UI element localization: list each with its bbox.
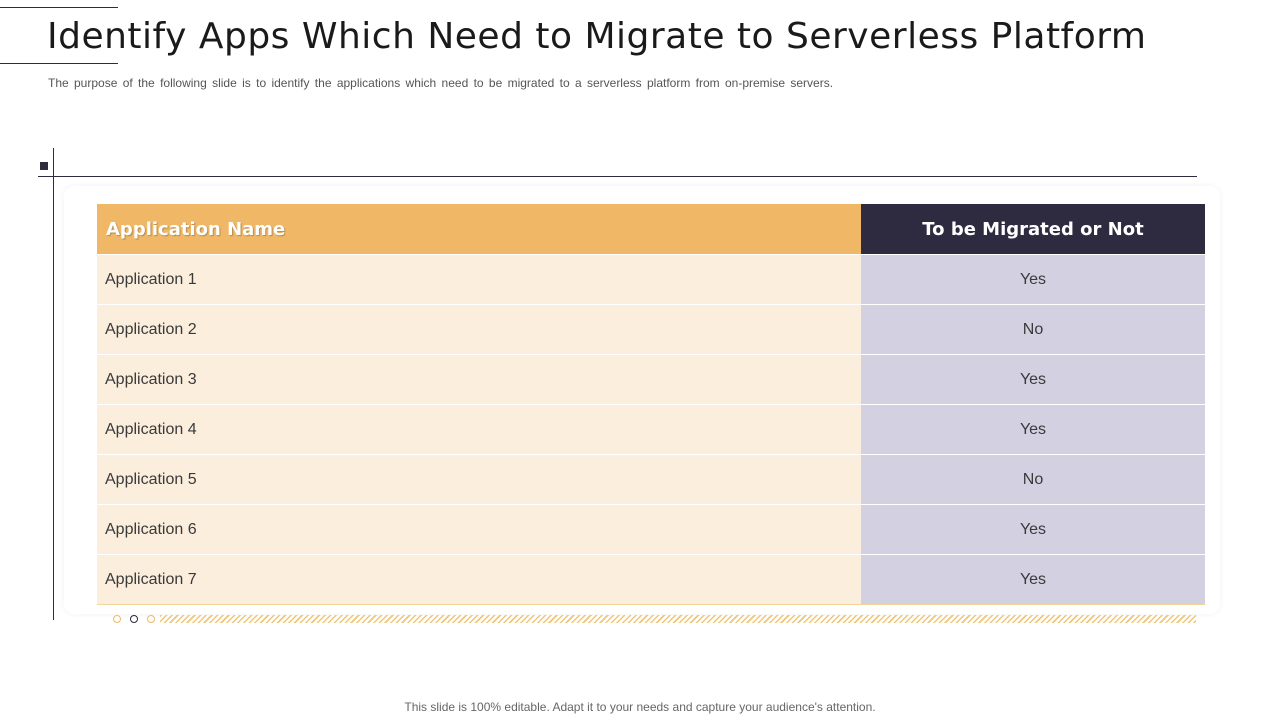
- application-name-cell: Application 7: [97, 554, 861, 605]
- migration-status-cell: No: [861, 454, 1205, 505]
- decorative-dot-orange: [147, 615, 155, 623]
- migration-status-cell: Yes: [861, 554, 1205, 605]
- migration-status-cell: Yes: [861, 404, 1205, 455]
- frame-horizontal-line: [38, 176, 1197, 177]
- table-row: Application 1 Yes: [97, 254, 1205, 305]
- frame-square-marker: [40, 162, 48, 170]
- application-name-cell: Application 5: [97, 454, 861, 505]
- application-name-cell: Application 6: [97, 504, 861, 555]
- application-name-cell: Application 1: [97, 254, 861, 305]
- header-application-name: Application Name: [97, 204, 861, 255]
- application-name-cell: Application 4: [97, 404, 861, 455]
- application-name-cell: Application 2: [97, 304, 861, 355]
- migration-status-cell: Yes: [861, 504, 1205, 555]
- table-row: Application 5 No: [97, 454, 1205, 505]
- decorative-dot-orange: [113, 615, 121, 623]
- migration-status-cell: Yes: [861, 254, 1205, 305]
- migration-status-cell: No: [861, 304, 1205, 355]
- table-row: Application 2 No: [97, 304, 1205, 355]
- slide-subtitle: The purpose of the following slide is to…: [48, 76, 834, 90]
- corner-line-bottom: [0, 63, 118, 64]
- migration-table: Application Name To be Migrated or Not A…: [97, 204, 1205, 605]
- table-row: Application 6 Yes: [97, 504, 1205, 555]
- application-name-cell: Application 3: [97, 354, 861, 405]
- header-migration-status: To be Migrated or Not: [861, 204, 1205, 255]
- slide-title: Identify Apps Which Need to Migrate to S…: [47, 16, 1147, 57]
- frame-vertical-line: [53, 148, 54, 620]
- table-row: Application 7 Yes: [97, 554, 1205, 605]
- migration-status-cell: Yes: [861, 354, 1205, 405]
- table-row: Application 3 Yes: [97, 354, 1205, 405]
- decorative-dot-navy: [130, 615, 138, 623]
- table-header-row: Application Name To be Migrated or Not: [97, 204, 1205, 255]
- table-row: Application 4 Yes: [97, 404, 1205, 455]
- decorative-hatch-strip: [160, 615, 1196, 623]
- corner-line-top: [0, 7, 118, 8]
- footer-note: This slide is 100% editable. Adapt it to…: [404, 700, 876, 714]
